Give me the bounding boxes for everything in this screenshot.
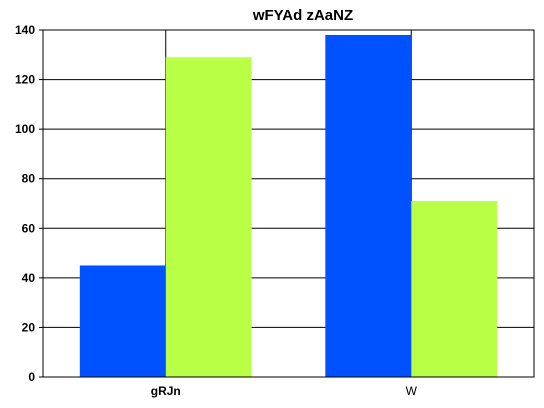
y-tick-labels: 0 20 40 60 80 100 120 140 [15,23,35,384]
y-tick-label-2: 40 [22,271,36,285]
bar-series2-gRJn [165,57,252,378]
plot-frame [42,29,535,378]
y-tick-label-4: 80 [22,172,36,186]
bars [79,34,498,378]
y-tick-label-5: 100 [15,122,35,136]
y-tick-label-6: 120 [15,73,35,87]
bar-series1-W [325,34,412,377]
bar-series2-W [411,201,498,377]
y-tick-label-0: 0 [28,370,35,384]
chart-title: wFYAd zAaNZ [252,7,353,24]
y-tick-label-3: 60 [22,221,36,235]
bar-series1-gRJn [79,265,166,377]
y-tick-label-1: 20 [22,320,36,334]
y-tick-label-7: 140 [15,23,35,37]
x-tick-label-0: gRJn [151,384,181,398]
x-tick-label-1: W [406,384,418,398]
axes [39,29,535,378]
x-tick-labels: gRJn W [151,384,418,398]
